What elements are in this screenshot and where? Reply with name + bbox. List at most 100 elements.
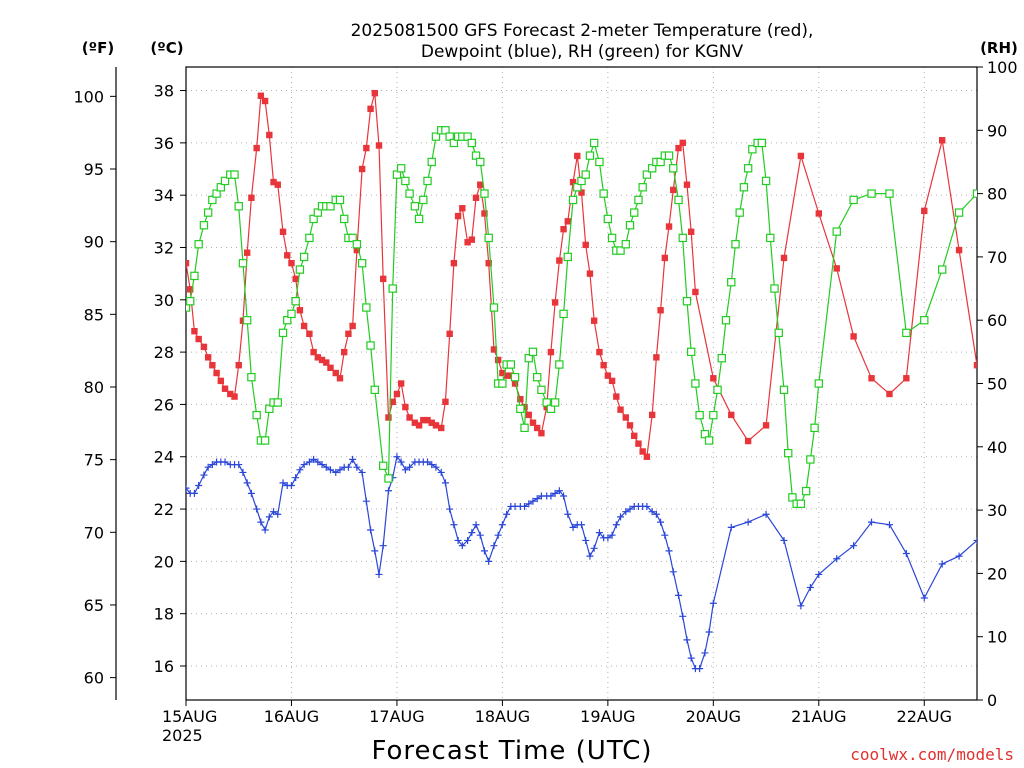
2-meter-temperature-point — [503, 372, 510, 379]
rh-point — [352, 240, 362, 249]
2-meter-temperature-point — [349, 322, 356, 330]
x-tick-label: 20AUG — [686, 707, 741, 726]
2-meter-temperature-point — [590, 317, 598, 324]
dewpoint-point — [432, 463, 440, 471]
dewpoint-point — [525, 500, 533, 508]
2-meter-temperature-point — [490, 346, 498, 353]
rh-point — [445, 132, 454, 141]
rh-point — [991, 171, 998, 178]
rh-point — [278, 328, 288, 338]
2-meter-temperature-point — [692, 288, 699, 296]
2-meter-temperature-point — [195, 335, 202, 343]
2-meter-temperature-point — [468, 236, 476, 243]
rh-point — [396, 164, 406, 173]
rh-point — [524, 353, 533, 363]
x-tick-label: 19AUG — [580, 707, 635, 726]
rh-point — [471, 151, 481, 160]
rh-point — [761, 176, 771, 186]
rh-tick-label: 60 — [987, 311, 1007, 330]
dewpoint-point — [332, 468, 340, 476]
rh-point — [194, 240, 203, 249]
rh-point — [533, 372, 542, 382]
2-meter-temperature-point — [472, 194, 480, 201]
rh-point — [467, 138, 477, 148]
dewpoint-point — [582, 536, 590, 544]
rh-point — [727, 278, 736, 287]
dewpoint-point — [472, 521, 480, 529]
f-tick-label: 85 — [84, 305, 104, 324]
rh-point — [796, 499, 806, 508]
2-meter-temperature-point — [363, 144, 370, 152]
2-meter-temperature-point — [596, 348, 603, 356]
rh-point — [484, 233, 493, 243]
2-meter-temperature-point — [459, 205, 466, 212]
rh-point — [449, 138, 459, 148]
c-tick-label: 24 — [154, 448, 174, 467]
dewpoint-point — [683, 636, 691, 644]
2-meter-temperature-point — [204, 354, 212, 361]
c-tick-label: 32 — [154, 238, 174, 257]
rh-point — [299, 252, 309, 262]
rh-point — [937, 265, 947, 274]
dewpoint-point — [239, 468, 247, 476]
rh-point — [326, 202, 335, 211]
rh-point — [463, 132, 472, 141]
2-meter-temperature-point — [231, 393, 238, 400]
2-meter-temperature-point — [569, 178, 577, 186]
2-meter-temperature-point — [481, 210, 488, 217]
2-meter-temperature-point — [389, 398, 396, 406]
dewpoint-point — [221, 458, 229, 466]
dewpoint-point — [652, 510, 660, 518]
x-tick-label: 22AUG — [897, 707, 952, 726]
x-axis-label: Forecast Time (UTC) — [371, 736, 652, 766]
rh-point — [410, 202, 420, 211]
rh-point — [414, 214, 424, 224]
2-meter-temperature-point — [815, 210, 822, 217]
dewpoint-point — [371, 547, 379, 555]
2-meter-temperature-point — [529, 419, 537, 426]
2-meter-temperature-point — [411, 419, 419, 426]
rh-point — [656, 157, 665, 167]
f-tick-label: 60 — [84, 669, 104, 688]
2-meter-temperature-point — [762, 422, 770, 429]
rh-point — [348, 233, 357, 243]
dewpoint-point — [208, 461, 216, 469]
2-meter-temperature-point — [318, 356, 326, 364]
dewpoint-point — [551, 489, 559, 497]
rh-point — [669, 164, 678, 173]
plot-frame — [185, 66, 978, 701]
rh-point — [423, 176, 432, 186]
rh-point — [313, 208, 323, 217]
rh-point — [546, 404, 556, 414]
rh-point — [441, 126, 450, 135]
c-tick-label: 38 — [154, 82, 174, 101]
rh-point — [664, 151, 674, 160]
rh-point — [528, 347, 538, 357]
rh-point — [203, 208, 213, 217]
dewpoint-point — [393, 453, 401, 461]
rh-point — [849, 195, 858, 205]
rh-tick-label: 70 — [987, 248, 1007, 267]
x-tick-label: 17AUG — [369, 707, 424, 726]
rh-point — [208, 195, 217, 205]
2-meter-temperature-point — [428, 419, 435, 426]
dewpoint-point — [920, 594, 928, 602]
dewpoint-point — [261, 526, 269, 534]
dewpoint-point — [485, 557, 493, 565]
dewpoint-point — [1008, 511, 1015, 518]
dewpoint-point — [318, 461, 326, 469]
dewpoint-point — [468, 529, 476, 537]
dewpoint-point — [464, 536, 472, 544]
rh-point — [476, 157, 485, 167]
2-meter-temperature-point — [547, 348, 555, 356]
dewpoint-point — [564, 510, 572, 518]
2-meter-temperature-point — [551, 299, 559, 306]
rh-point — [568, 195, 578, 205]
2-meter-temperature-point — [1004, 409, 1010, 415]
rh-point — [885, 189, 894, 198]
dewpoint-point — [437, 468, 445, 476]
rh-point — [234, 202, 243, 211]
dewpoint-point — [498, 521, 506, 529]
2-meter-temperature-point — [257, 92, 265, 99]
